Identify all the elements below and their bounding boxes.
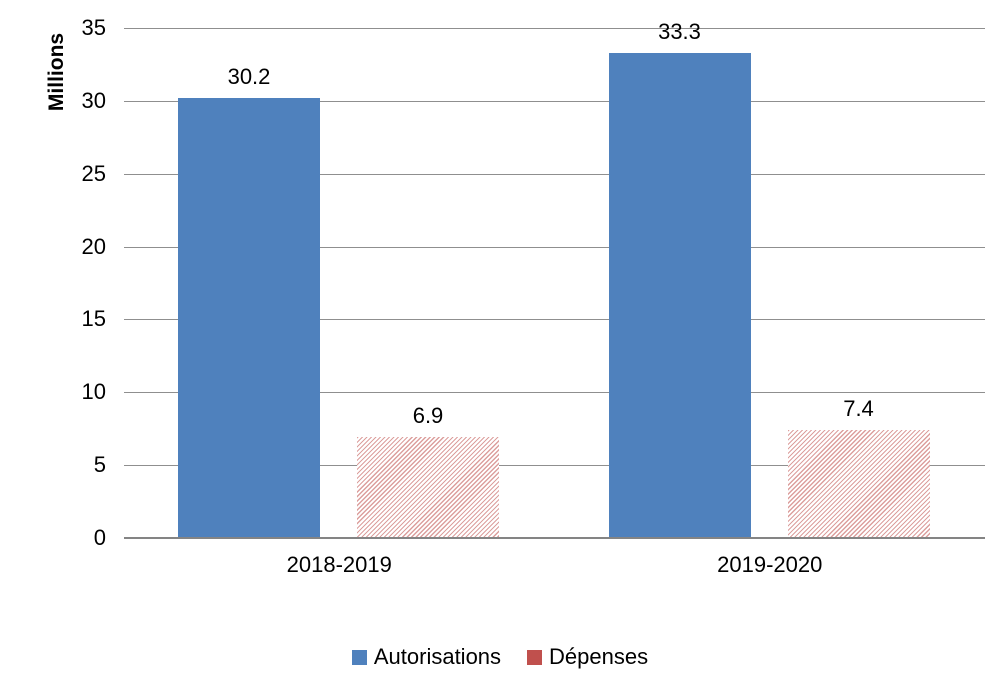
legend-swatch-autorisations [351,649,367,665]
y-tick-label-25: 25 [81,160,106,186]
x-category-label-2018-2019: 2018-2019 [286,552,392,577]
bar-autorisations-2019-2020 [608,52,751,538]
gridline-25 [124,174,985,175]
data-label-depenses-2019-2020: 7.4 [843,396,874,422]
y-tick-label-20: 20 [81,233,106,259]
x-axis-line [124,537,985,539]
gridline-10 [124,392,985,393]
y-tick-label-0: 0 [93,525,106,550]
x-category-label-2019-2020: 2019-2020 [717,552,823,577]
gridline-20 [124,247,985,248]
gridline-15 [124,319,985,320]
bar-depenses-2018-2019 [357,437,499,538]
gridline-5 [124,465,985,466]
bar-depenses-2019-2020 [787,430,930,538]
y-tick-label-30: 30 [81,87,106,113]
y-tick-label-5: 5 [93,452,106,478]
data-label-depenses-2018-2019: 6.9 [412,403,444,429]
data-label-autorisations-2019-2020: 33.3 [658,18,701,44]
legend-item-autorisations: Autorisations [351,644,502,670]
bar-autorisations-2018-2019 [178,97,320,538]
legend-label-depenses: Dépenses [549,644,649,669]
data-label-autorisations-2018-2019: 30.2 [227,63,271,89]
gridline-30 [124,101,985,102]
legend-label-autorisations: Autorisations [373,644,502,669]
y-tick-label-10: 10 [81,379,106,405]
y-tick-label-35: 35 [81,15,106,40]
legend: Autorisations Dépenses [0,644,1000,670]
legend-item-depenses: Dépenses [527,644,648,670]
gridline-35 [124,28,985,29]
y-tick-label-15: 15 [81,306,106,332]
legend-swatch-depenses [527,649,543,665]
